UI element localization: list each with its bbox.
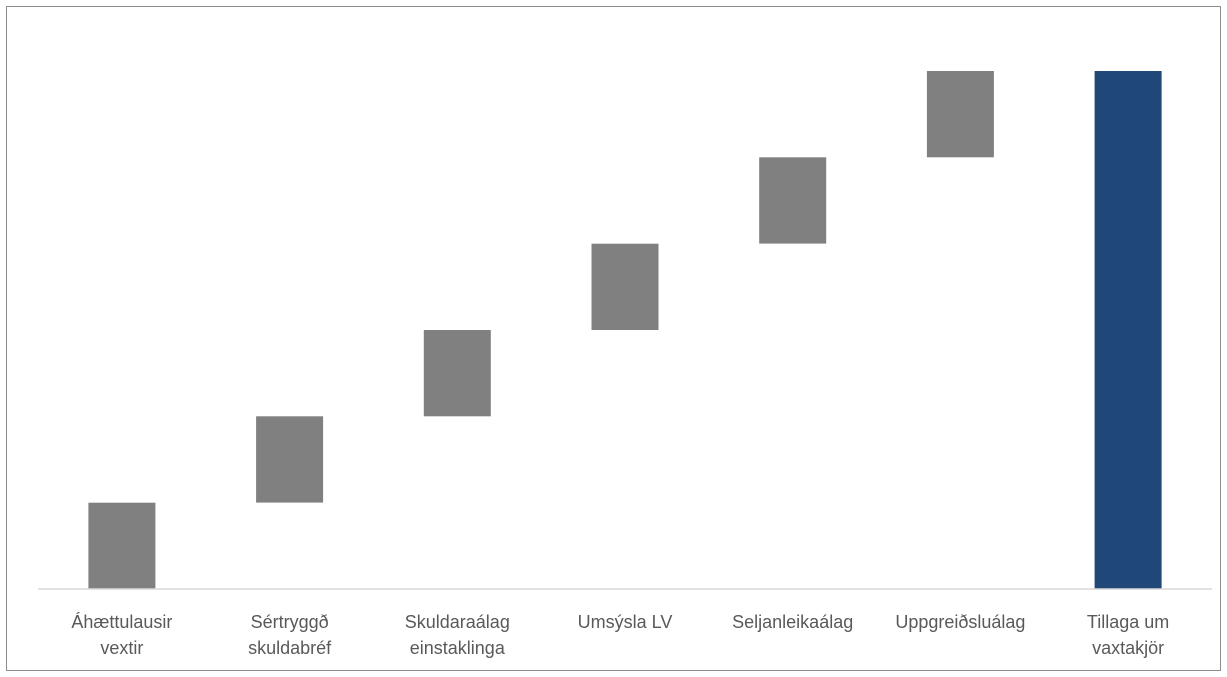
x-tick-label: Skuldaraálag einstaklinga	[405, 612, 510, 658]
x-tick-label: Tillaga um vaxtakjör	[1087, 612, 1169, 658]
bar-3	[423, 330, 491, 417]
x-tick-label-line: Áhættulausir	[71, 612, 172, 632]
x-tick-label-line: vaxtakjör	[1092, 638, 1164, 658]
bar-7	[1094, 71, 1162, 589]
x-tick-label: Sértryggð skuldabréf	[248, 612, 332, 658]
x-tick-label-line: einstaklinga	[410, 638, 506, 658]
x-tick-label-line: Umsýsla LV	[578, 612, 673, 632]
x-tick-label: Umsýsla LV	[578, 612, 673, 632]
x-tick-label: Uppgreiðsluálag	[895, 612, 1025, 632]
bars-group	[88, 71, 1162, 589]
x-tick-label-line: vextir	[100, 638, 143, 658]
bar-4	[591, 243, 659, 330]
bar-1	[88, 502, 156, 589]
bar-2	[256, 416, 324, 503]
x-tick-label-line: Seljanleikaálag	[732, 612, 853, 632]
tick-labels-group: Áhættulausir vextir Sértryggð skuldabréf Sku…	[71, 612, 1169, 658]
x-tick-label-line: Skuldaraálag	[405, 612, 510, 632]
bar-6	[926, 71, 994, 158]
x-tick-label-line: Tillaga um	[1087, 612, 1169, 632]
x-tick-label-line: skuldabréf	[248, 638, 332, 658]
chart-frame	[6, 6, 1221, 671]
x-tick-label: Áhættulausir vextir	[71, 612, 172, 658]
x-tick-label-line: Sértryggð	[251, 612, 329, 632]
x-tick-label-line: Uppgreiðsluálag	[895, 612, 1025, 632]
x-tick-label: Seljanleikaálag	[732, 612, 853, 632]
bar-5	[759, 157, 827, 244]
